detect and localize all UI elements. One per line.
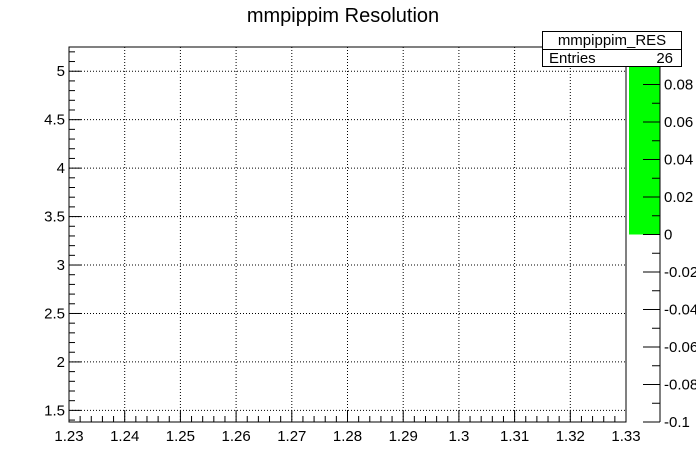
y-tick-label: 3 bbox=[57, 257, 65, 274]
stats-entries-label: Entries bbox=[549, 50, 596, 67]
x-tick-label: 1.29 bbox=[389, 428, 418, 445]
axes: 1.23 1.24 1.25 1.26 1.27 1.28 1.29 1.3 1.31 1.32 1… bbox=[44, 51, 641, 445]
palette-tick-label: -0.1 bbox=[664, 414, 690, 431]
x-tick-label: 1.31 bbox=[500, 428, 529, 445]
chart-title: mmpippim Resolution bbox=[247, 5, 439, 27]
y-tick-label: 2 bbox=[57, 354, 65, 371]
palette-tick-label: -0.06 bbox=[664, 339, 696, 356]
palette-tick-label: -0.08 bbox=[664, 377, 696, 394]
color-palette: 0.08 0.06 0.04 0.02 0 -0.02 -0.04 -0.06 -0.08 -0.… bbox=[629, 47, 696, 431]
palette-tick-label: 0.06 bbox=[664, 114, 693, 131]
x-tick-label: 1.23 bbox=[54, 428, 83, 445]
palette-tick-label: 0.02 bbox=[664, 189, 693, 206]
y-tick-label: 1.5 bbox=[44, 402, 65, 419]
stats-entries-value: 26 bbox=[656, 50, 673, 67]
palette-tick-label: -0.04 bbox=[664, 302, 696, 319]
grid bbox=[69, 47, 626, 422]
palette-tick-label: -0.02 bbox=[664, 264, 696, 281]
y-tick-label: 5 bbox=[57, 63, 65, 80]
stats-title: mmpippim_RES bbox=[543, 32, 681, 50]
stats-entries-row: Entries 26 bbox=[543, 50, 681, 67]
x-tick-label: 1.32 bbox=[556, 428, 585, 445]
y-tick-label: 4.5 bbox=[44, 112, 65, 129]
palette-tick-label: 0.08 bbox=[664, 77, 693, 94]
palette-tick-label: 0 bbox=[664, 227, 672, 244]
palette-tick-label: 0.04 bbox=[664, 152, 693, 169]
x-tick-label: 1.33 bbox=[611, 428, 640, 445]
y-tick-label: 4 bbox=[57, 160, 65, 177]
x-tick-label: 1.3 bbox=[448, 428, 469, 445]
x-tick-label: 1.24 bbox=[110, 428, 139, 445]
x-tick-label: 1.28 bbox=[333, 428, 362, 445]
y-tick-label: 3.5 bbox=[44, 209, 65, 226]
x-tick-label: 1.25 bbox=[166, 428, 195, 445]
stats-box: mmpippim_RES Entries 26 bbox=[542, 31, 682, 67]
y-tick-label: 2.5 bbox=[44, 305, 65, 322]
x-tick-label: 1.27 bbox=[277, 428, 306, 445]
x-tick-label: 1.26 bbox=[221, 428, 250, 445]
